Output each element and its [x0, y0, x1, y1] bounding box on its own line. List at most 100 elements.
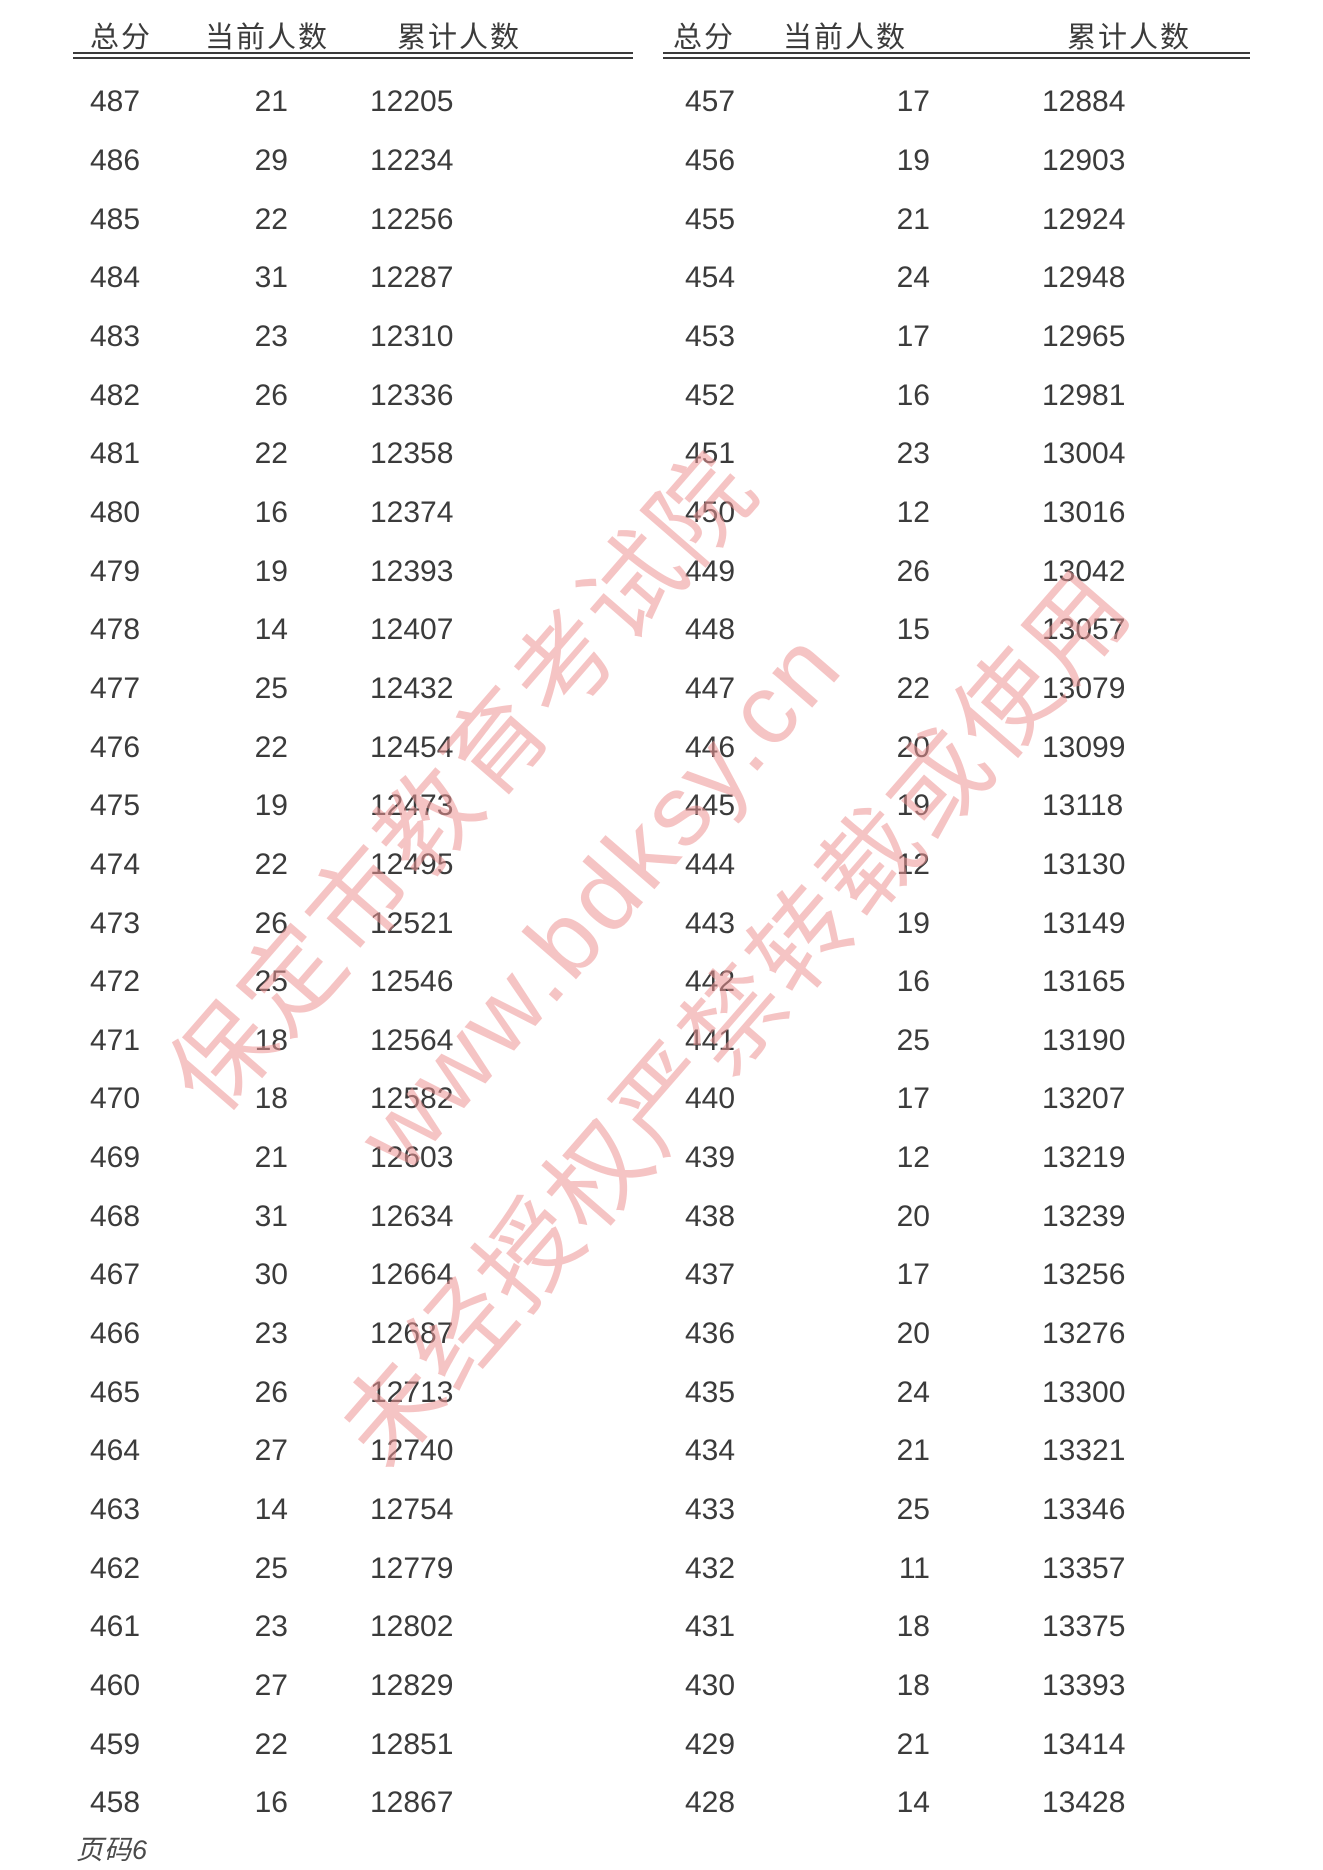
current-count-cell: 19	[254, 554, 288, 588]
current-count-cell: 15	[896, 613, 930, 647]
cumulative-count-cell: 13219	[1042, 1141, 1126, 1175]
cumulative-count-cell: 12205	[370, 85, 454, 119]
total-score-cell: 438	[685, 1199, 736, 1233]
cumulative-count-cell: 12336	[370, 378, 454, 412]
total-score-cell: 453	[685, 319, 736, 353]
table-row: 472 25 12546	[73, 953, 633, 1012]
table-row: 467 30 12664	[73, 1246, 633, 1305]
table-row: 471 18 12564	[73, 1012, 633, 1071]
table-row: 454 24 12948	[663, 249, 1250, 308]
total-score-cell: 433	[685, 1493, 736, 1527]
header-double-rule	[73, 52, 633, 59]
cumulative-count-cell: 13099	[1042, 730, 1126, 764]
cumulative-count-cell: 12473	[370, 789, 454, 823]
cumulative-count-cell: 12310	[370, 319, 454, 353]
total-score-cell: 448	[685, 613, 736, 647]
total-score-cell: 437	[685, 1258, 736, 1292]
cumulative-count-cell: 12407	[370, 613, 454, 647]
total-score-cell: 449	[685, 554, 736, 588]
total-score-cell: 452	[685, 378, 736, 412]
total-score-cell: 486	[90, 143, 141, 177]
current-count-cell: 16	[254, 495, 288, 529]
current-count-cell: 25	[896, 1493, 930, 1527]
total-score-cell: 481	[90, 437, 141, 471]
current-count-cell: 18	[896, 1669, 930, 1703]
page-number-value: 6	[132, 1835, 149, 1865]
cumulative-count-cell: 12754	[370, 1493, 454, 1527]
header-double-rule	[663, 52, 1250, 59]
table-body: 457 17 12884 456 19 12903 455 21 12924 454 24 12948…	[663, 73, 1250, 1833]
header-cumulative-count: 累计人数	[397, 22, 522, 54]
table-header-row: 总分 当前人数 累计人数	[73, 14, 633, 54]
table-row: 462 25 12779	[73, 1539, 633, 1598]
table-row: 452 16 12981	[663, 366, 1250, 425]
cumulative-count-cell: 12981	[1042, 378, 1126, 412]
current-count-cell: 25	[254, 671, 288, 705]
current-count-cell: 21	[896, 1727, 930, 1761]
cumulative-count-cell: 13057	[1042, 613, 1126, 647]
total-score-cell: 468	[90, 1199, 141, 1233]
current-count-cell: 16	[254, 1786, 288, 1820]
total-score-cell: 474	[90, 847, 141, 881]
table-row: 439 12 13219	[663, 1129, 1250, 1188]
current-count-cell: 20	[896, 730, 930, 764]
cumulative-count-cell: 12867	[370, 1786, 454, 1820]
total-score-cell: 479	[90, 554, 141, 588]
table-row: 451 23 13004	[663, 425, 1250, 484]
total-score-cell: 434	[685, 1434, 736, 1468]
page-number: 页码6	[76, 1828, 148, 1867]
total-score-cell: 428	[685, 1786, 736, 1820]
current-count-cell: 29	[254, 143, 288, 177]
table-row: 463 14 12754	[73, 1481, 633, 1540]
cumulative-count-cell: 12358	[370, 437, 454, 471]
cumulative-count-cell: 13321	[1042, 1434, 1126, 1468]
current-count-cell: 23	[254, 1610, 288, 1644]
current-count-cell: 23	[254, 1317, 288, 1351]
table-row: 444 12 13130	[663, 836, 1250, 895]
current-count-cell: 18	[254, 1082, 288, 1116]
table-row: 486 29 12234	[73, 132, 633, 191]
total-score-cell: 429	[685, 1727, 736, 1761]
table-row: 456 19 12903	[663, 132, 1250, 191]
cumulative-count-cell: 13207	[1042, 1082, 1126, 1116]
cumulative-count-cell: 12374	[370, 495, 454, 529]
table-row: 432 11 13357	[663, 1539, 1250, 1598]
cumulative-count-cell: 13165	[1042, 965, 1126, 999]
cumulative-count-cell: 12634	[370, 1199, 454, 1233]
current-count-cell: 26	[896, 554, 930, 588]
current-count-cell: 24	[896, 261, 930, 295]
total-score-cell: 483	[90, 319, 141, 353]
current-count-cell: 27	[254, 1669, 288, 1703]
current-count-cell: 16	[896, 378, 930, 412]
table-row: 455 21 12924	[663, 190, 1250, 249]
table-row: 470 18 12582	[73, 1070, 633, 1129]
total-score-cell: 432	[685, 1551, 736, 1585]
header-current-count: 当前人数	[783, 22, 908, 54]
current-count-cell: 19	[896, 906, 930, 940]
table-row: 477 25 12432	[73, 660, 633, 719]
cumulative-count-cell: 13393	[1042, 1669, 1126, 1703]
page-number-label: 页码	[76, 1835, 132, 1865]
current-count-cell: 27	[254, 1434, 288, 1468]
current-count-cell: 14	[254, 613, 288, 647]
total-score-cell: 487	[90, 85, 141, 119]
current-count-cell: 20	[896, 1199, 930, 1233]
cumulative-count-cell: 12802	[370, 1610, 454, 1644]
current-count-cell: 16	[896, 965, 930, 999]
table-body: 487 21 12205 486 29 12234 485 22 12256 484 31 12287…	[73, 73, 633, 1833]
cumulative-count-cell: 13256	[1042, 1258, 1126, 1292]
table-row: 475 19 12473	[73, 777, 633, 836]
table-row: 458 16 12867	[73, 1774, 633, 1833]
current-count-cell: 22	[254, 1727, 288, 1761]
cumulative-count-cell: 13042	[1042, 554, 1126, 588]
current-count-cell: 26	[254, 1375, 288, 1409]
table-row: 459 22 12851	[73, 1715, 633, 1774]
table-row: 453 17 12965	[663, 308, 1250, 367]
cumulative-count-cell: 12234	[370, 143, 454, 177]
cumulative-count-cell: 12603	[370, 1141, 454, 1175]
current-count-cell: 17	[896, 1258, 930, 1292]
cumulative-count-cell: 13276	[1042, 1317, 1126, 1351]
current-count-cell: 17	[896, 319, 930, 353]
table-row: 429 21 13414	[663, 1715, 1250, 1774]
